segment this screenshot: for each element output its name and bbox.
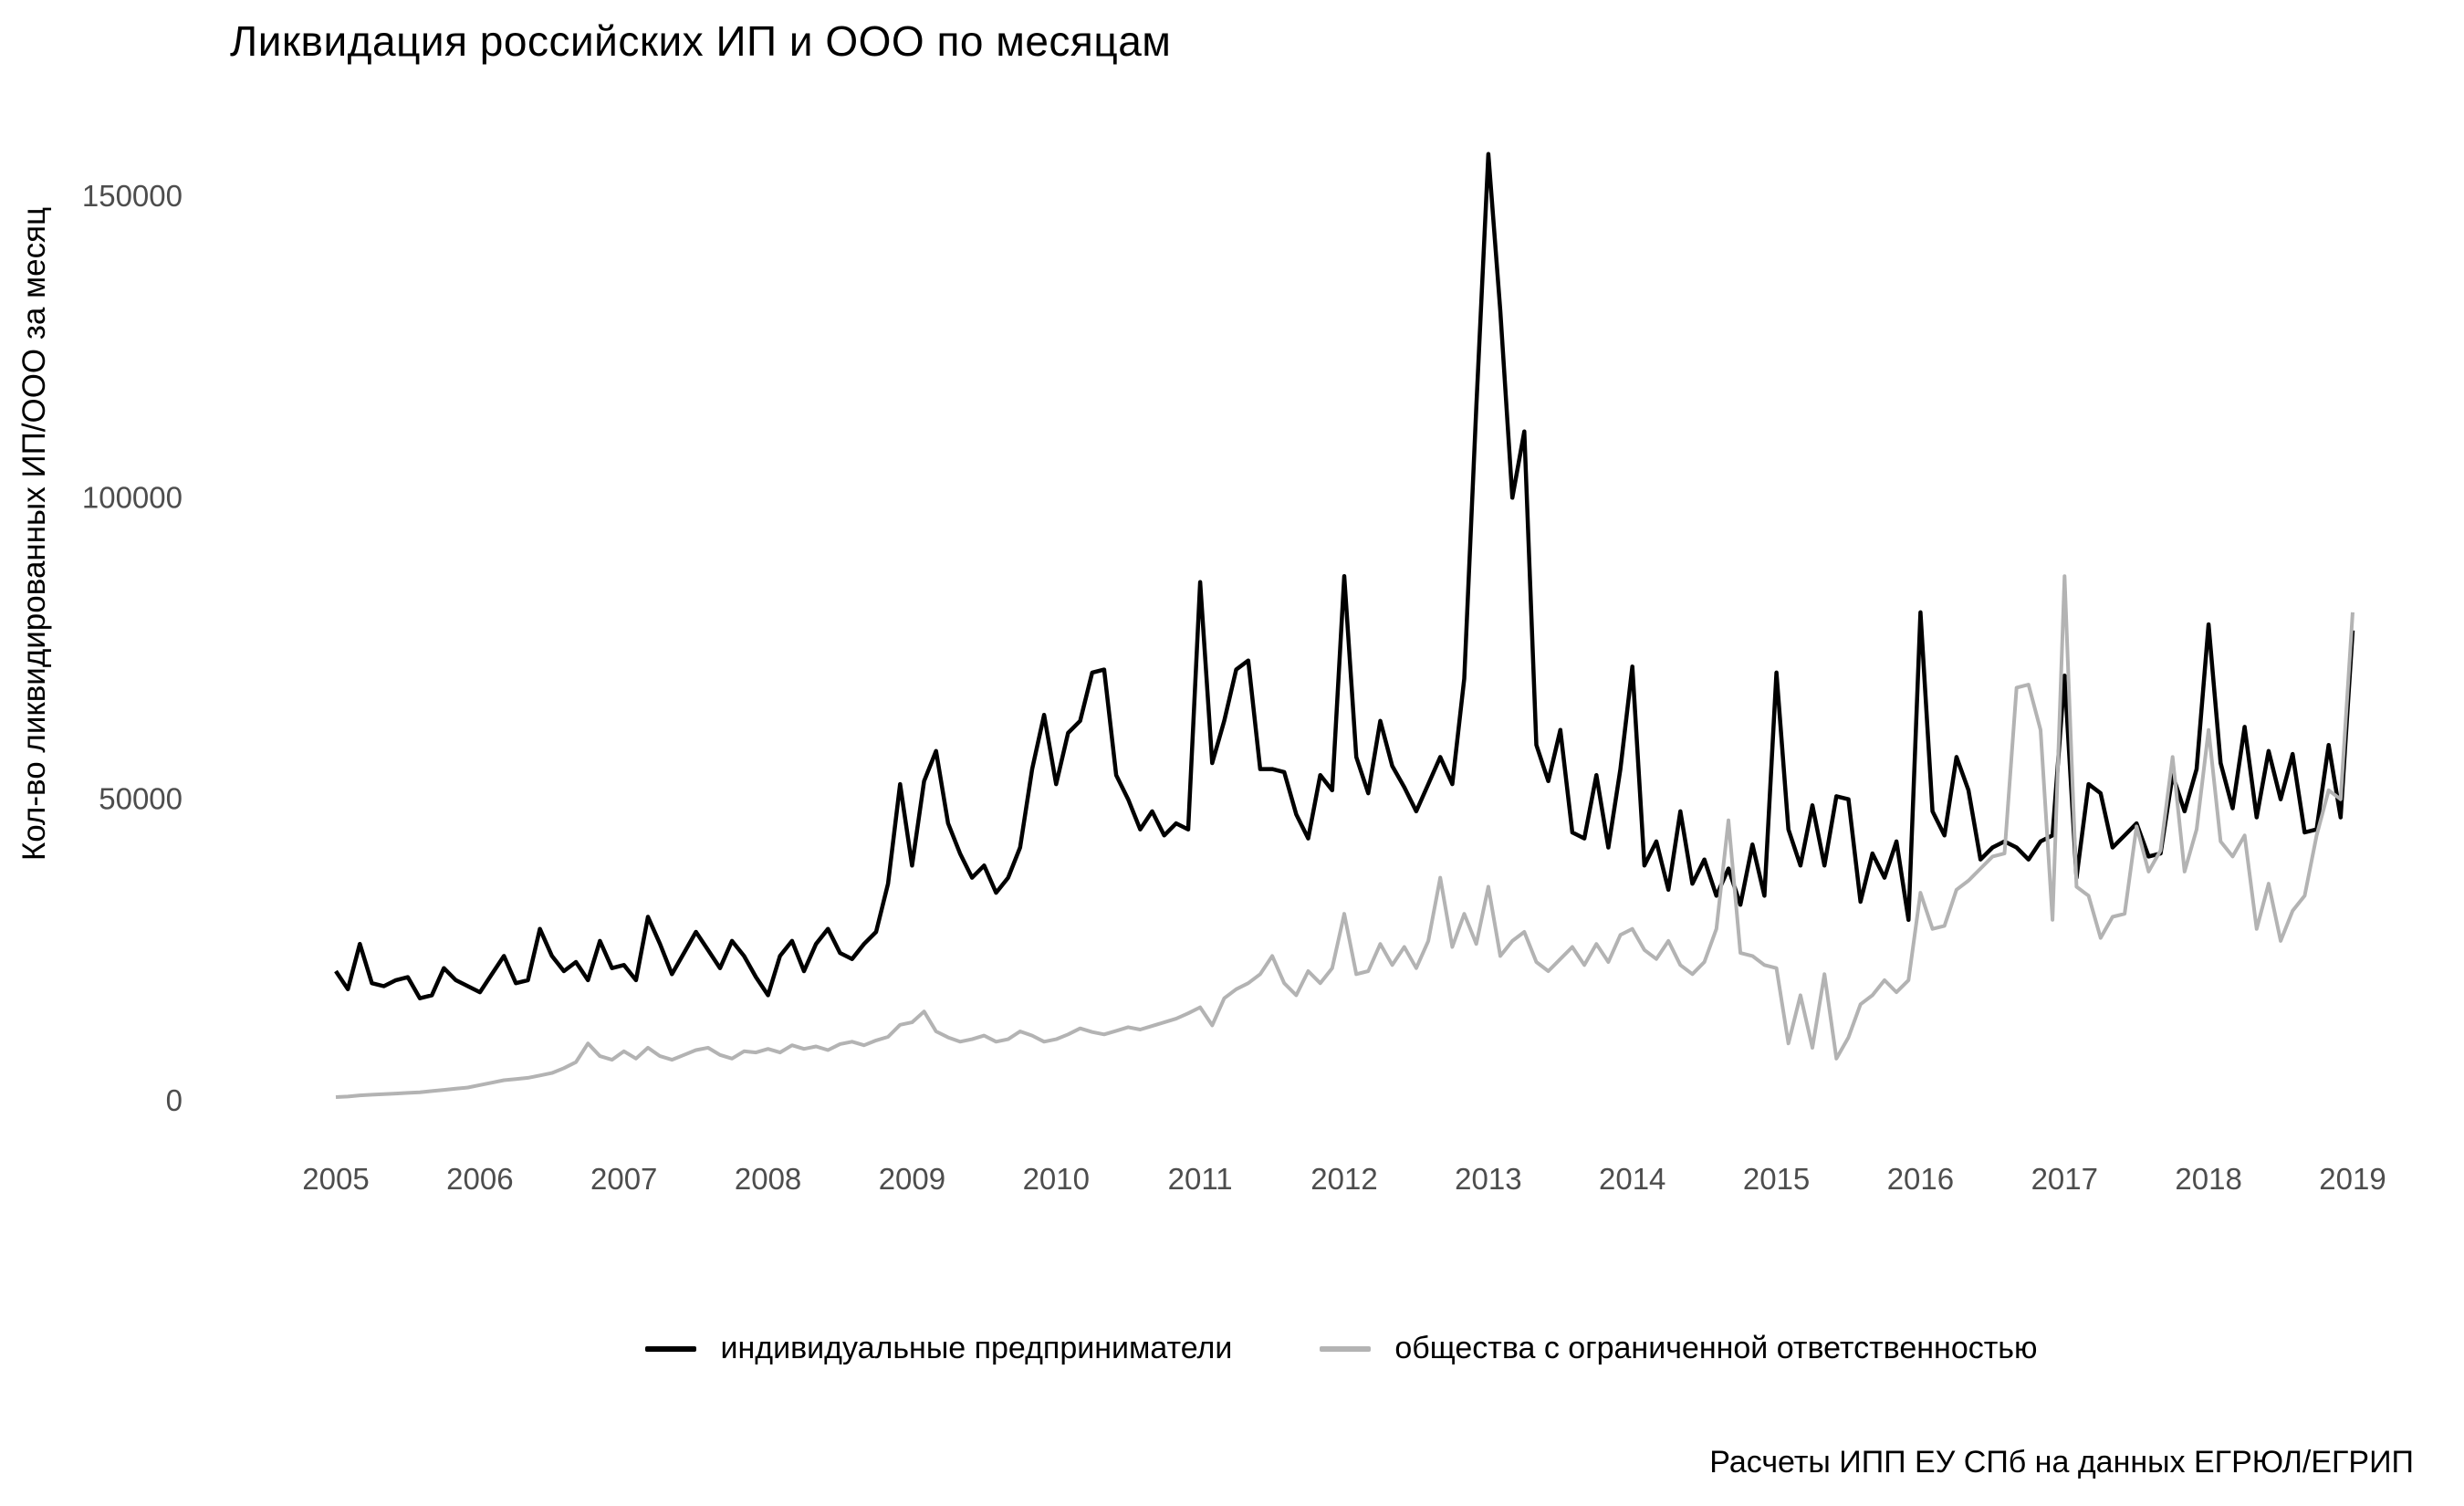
legend-item-ip: индивидуальные предприниматели bbox=[645, 1331, 1232, 1366]
x-tick-label-2005: 2005 bbox=[302, 1162, 369, 1196]
x-tick-label-2008: 2008 bbox=[735, 1162, 801, 1196]
y-tick-label-0: 0 bbox=[166, 1083, 183, 1117]
x-tick-label-2019: 2019 bbox=[2319, 1162, 2386, 1196]
x-tick-label-2013: 2013 bbox=[1455, 1162, 1521, 1196]
x-tick-label-2018: 2018 bbox=[2175, 1162, 2241, 1196]
y-tick-label-50000: 50000 bbox=[99, 782, 183, 816]
x-tick-label-2016: 2016 bbox=[1887, 1162, 1954, 1196]
series-ip-line bbox=[334, 152, 2355, 1000]
series-ooo-line bbox=[335, 574, 2354, 1099]
x-tick-label-2017: 2017 bbox=[2031, 1162, 2098, 1196]
legend: индивидуальные предприниматели общества … bbox=[219, 1331, 2464, 1366]
x-tick-label-2006: 2006 bbox=[446, 1162, 513, 1196]
x-tick-label-2011: 2011 bbox=[1168, 1162, 1233, 1196]
x-tick-label-2007: 2007 bbox=[590, 1162, 657, 1196]
x-tick-label-2014: 2014 bbox=[1599, 1162, 1665, 1196]
y-axis-tick-labels: 0 50000 100000 150000 bbox=[82, 179, 183, 1117]
x-tick-label-2009: 2009 bbox=[879, 1162, 945, 1196]
legend-label-ooo: общества с ограниченной ответственностью bbox=[1394, 1331, 2038, 1365]
legend-label-ip: индивидуальные предприниматели bbox=[720, 1331, 1233, 1365]
y-tick-label-100000: 100000 bbox=[82, 480, 183, 514]
y-tick-label-150000: 150000 bbox=[82, 179, 183, 213]
source-caption: Расчеты ИПП ЕУ СПб на данных ЕГРЮЛ/ЕГРИП bbox=[1709, 1445, 2414, 1480]
ooo-line-key-icon bbox=[1320, 1345, 1372, 1352]
legend-item-ooo: общества с ограниченной ответственностью bbox=[1320, 1331, 2038, 1366]
x-tick-label-2010: 2010 bbox=[1023, 1162, 1090, 1196]
x-tick-label-2015: 2015 bbox=[1743, 1162, 1810, 1196]
x-tick-label-2012: 2012 bbox=[1310, 1162, 1377, 1196]
ip-line-key-icon bbox=[645, 1345, 697, 1352]
chart-title: Ликвидация российских ИП и ООО по месяца… bbox=[230, 17, 1172, 65]
x-axis-tick-labels: 2005 2006 2007 2008 2009 2010 2011 2012 2013 2014… bbox=[302, 1162, 2386, 1196]
